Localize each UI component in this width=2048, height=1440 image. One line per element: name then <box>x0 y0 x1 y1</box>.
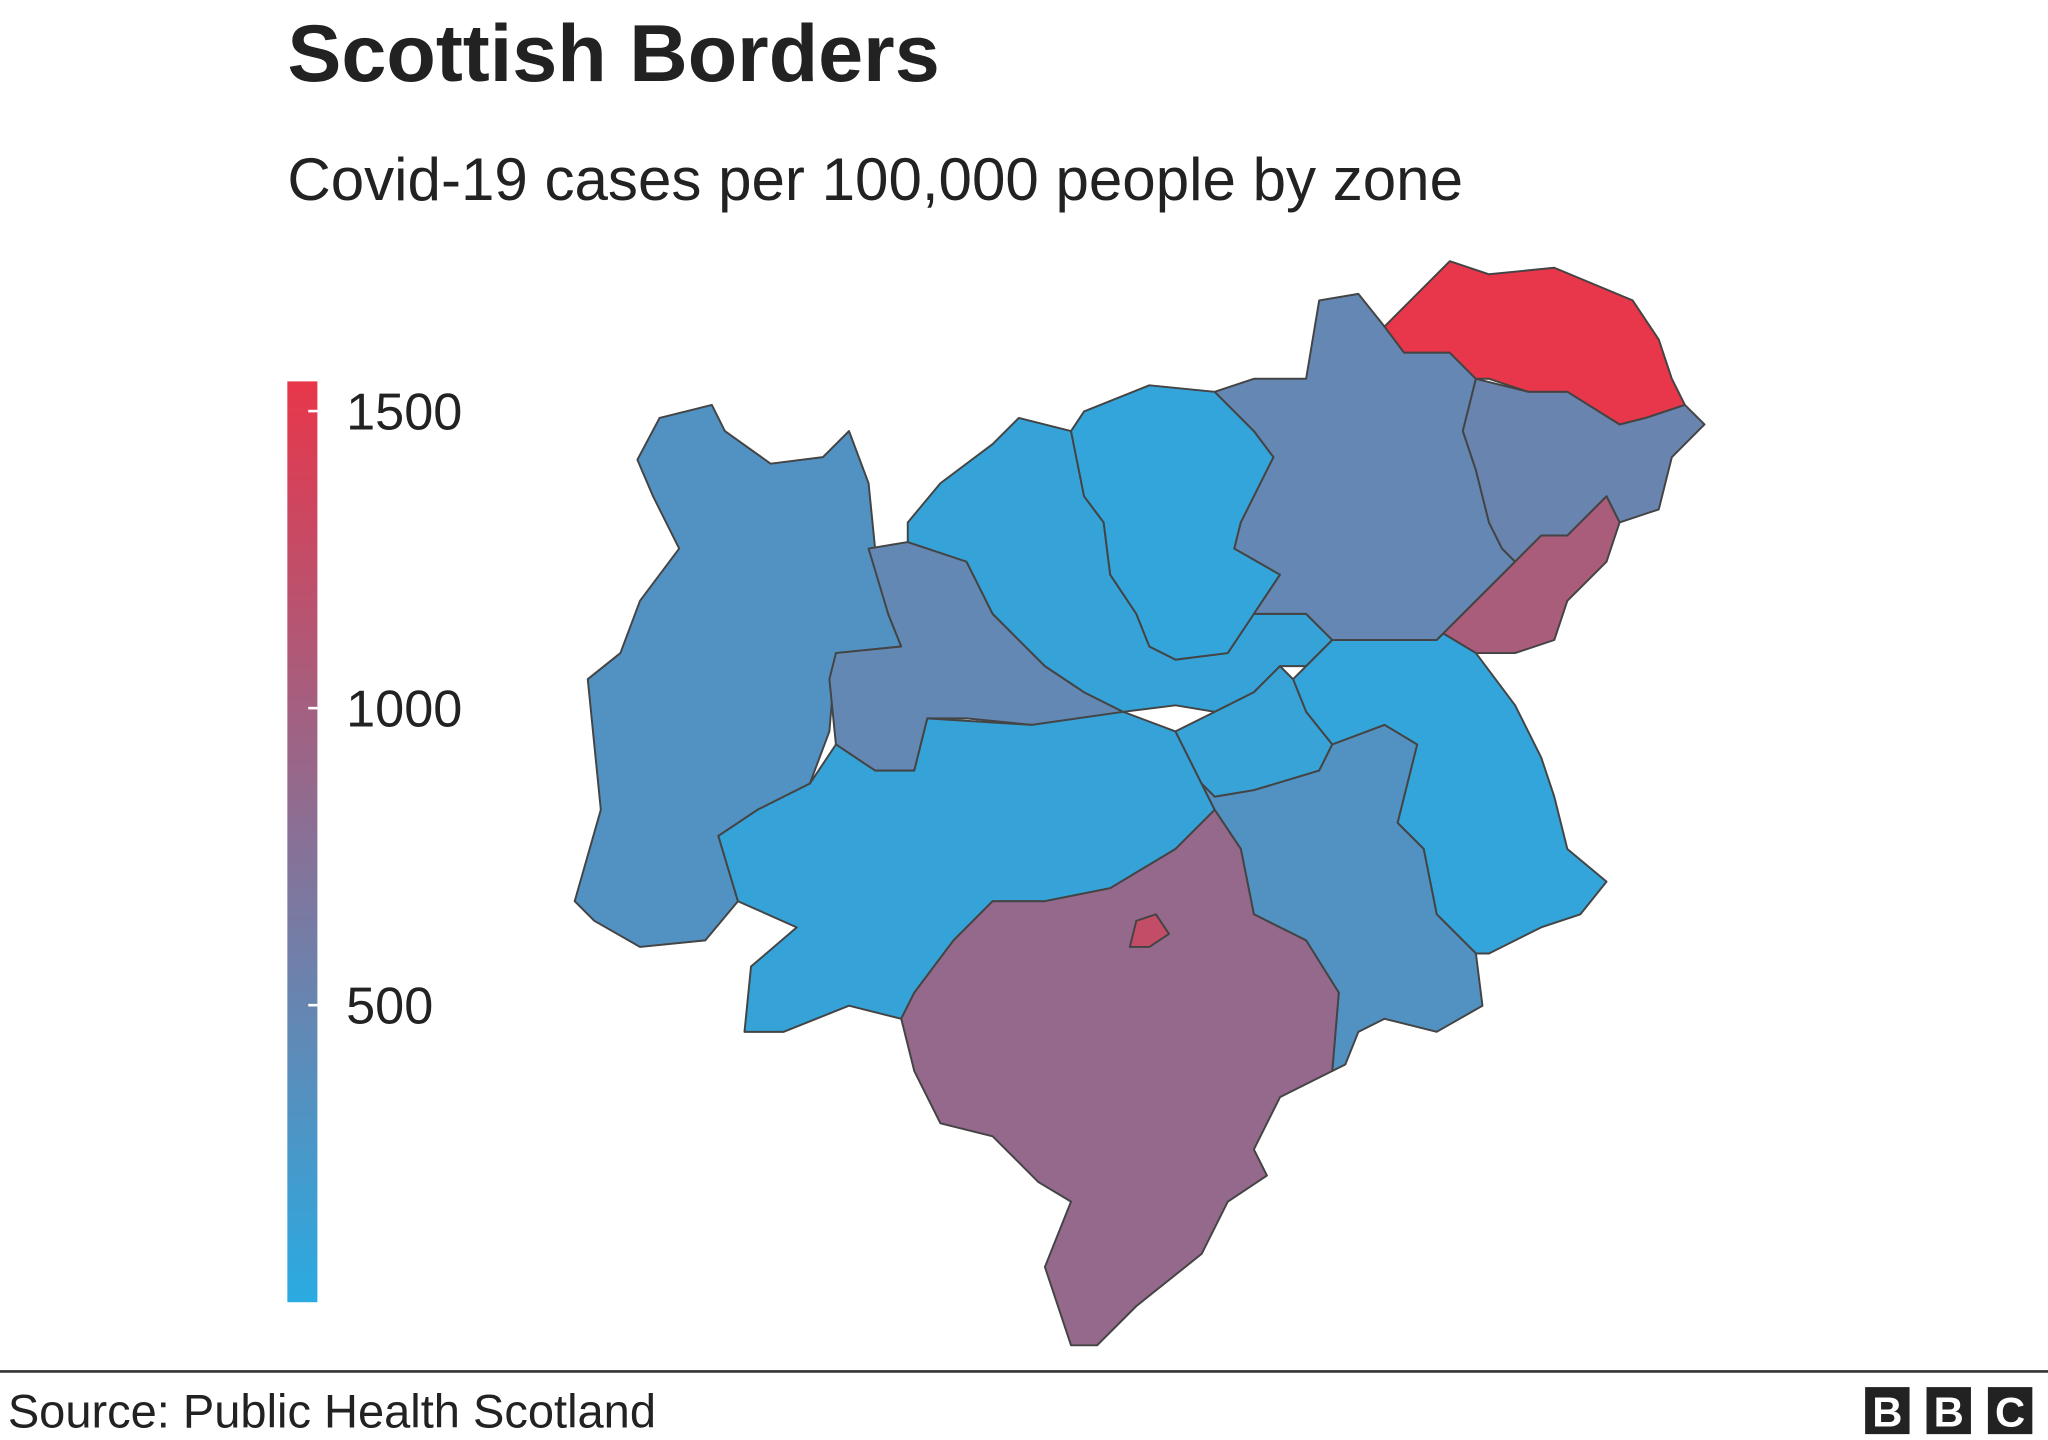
logo-letter: C <box>1995 1388 2025 1435</box>
chart-subtitle: Covid-19 cases per 100,000 people by zon… <box>287 146 1463 213</box>
logo-letter: B <box>1934 1388 1964 1435</box>
logo-box <box>1865 1387 1910 1435</box>
colorbar <box>287 381 318 1303</box>
colorbar-label: 500 <box>346 977 433 1035</box>
chart-title: Scottish Borders <box>287 9 939 99</box>
logo-letter: B <box>1872 1388 1902 1435</box>
colorbar-label: 1500 <box>346 383 462 441</box>
zone <box>900 808 1340 1347</box>
colorbar-label: 1000 <box>346 680 462 738</box>
logo-box <box>1926 1387 1971 1435</box>
source: Source: Public Health Scotland <box>8 1385 656 1438</box>
logo-box <box>1987 1387 2033 1435</box>
zone <box>1128 913 1170 948</box>
